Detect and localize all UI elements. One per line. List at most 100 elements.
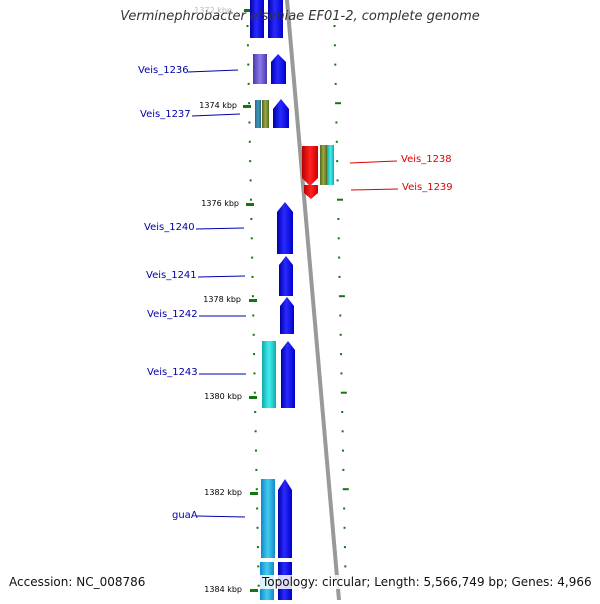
feature-block[interactable] xyxy=(327,145,334,185)
kbp-tick xyxy=(250,589,258,592)
tick-mark xyxy=(246,25,249,27)
tick-mark xyxy=(246,44,249,47)
kbp-label: 1374 kbp xyxy=(199,101,237,110)
tick-mark xyxy=(256,546,259,549)
gene-label[interactable]: Veis_1238 xyxy=(401,154,452,165)
gene-label[interactable]: Veis_1237 xyxy=(140,109,191,120)
cds-arrow[interactable] xyxy=(278,479,292,558)
cds-arrow[interactable] xyxy=(279,256,293,296)
genome-backbone xyxy=(285,0,341,601)
cds-arrow[interactable] xyxy=(268,0,283,38)
cds-arrow[interactable] xyxy=(280,297,294,334)
kbp-tick xyxy=(249,299,257,302)
leader-line xyxy=(197,275,246,278)
tick-mark xyxy=(335,121,338,124)
tick-mark xyxy=(338,295,345,298)
cds-arrow[interactable] xyxy=(271,54,286,84)
tick-mark xyxy=(343,526,346,529)
kbp-label: 1378 kbp xyxy=(203,295,241,304)
kbp-label: 1376 kbp xyxy=(201,199,239,208)
tick-mark xyxy=(249,160,252,163)
tick-mark xyxy=(335,102,342,105)
tick-mark xyxy=(257,565,260,568)
cds-arrow[interactable] xyxy=(281,341,295,408)
cds-arrow[interactable] xyxy=(277,202,293,254)
tick-mark xyxy=(248,140,251,143)
tick-mark xyxy=(249,179,252,182)
cds-arrow-reverse[interactable] xyxy=(304,185,318,199)
tick-mark xyxy=(251,275,254,278)
gene-label[interactable]: Veis_1242 xyxy=(147,309,198,320)
tick-mark xyxy=(249,198,252,201)
leader-line xyxy=(350,188,399,191)
tick-mark xyxy=(333,44,336,47)
tick-mark xyxy=(253,391,256,394)
tick-mark xyxy=(251,295,254,298)
forward-cds-track xyxy=(250,0,295,600)
tick-mark xyxy=(339,333,342,336)
cds-arrow[interactable] xyxy=(250,0,264,38)
tick-mark xyxy=(338,275,341,278)
feature-block[interactable] xyxy=(262,341,276,408)
tick-mark xyxy=(254,449,257,452)
feature-block[interactable] xyxy=(261,479,275,558)
leader-line xyxy=(196,515,246,518)
tick-mark xyxy=(342,488,349,491)
gene-label[interactable]: Veis_1239 xyxy=(402,182,453,193)
tick-mark xyxy=(340,353,343,356)
tick-mark xyxy=(338,256,341,259)
feature-block[interactable] xyxy=(320,145,327,185)
forward-feature-track xyxy=(253,54,276,600)
kbp-label: 1384 kbp xyxy=(204,585,242,594)
accession-text: Accession: NC_008786 xyxy=(9,575,146,589)
tick-mark xyxy=(257,584,260,587)
tick-mark xyxy=(334,63,337,66)
tick-mark xyxy=(335,140,338,143)
tick-mark xyxy=(340,372,343,375)
tick-mark xyxy=(250,237,253,240)
tick-mark xyxy=(247,82,250,85)
kbp-tick xyxy=(246,203,254,206)
tick-mark xyxy=(336,179,339,182)
tick-mark xyxy=(253,353,256,356)
tick-mark xyxy=(334,82,337,85)
tick-mark xyxy=(343,546,346,549)
tick-tracks xyxy=(246,25,351,587)
reverse-feature-track xyxy=(302,145,334,199)
leader-lines xyxy=(187,69,399,518)
feature-block[interactable] xyxy=(262,100,269,128)
cds-arrow-reverse[interactable] xyxy=(302,146,318,186)
map-title: Verminephrobacter eiseniae EF01-2, compl… xyxy=(120,9,480,24)
kbp-label: 1380 kbp xyxy=(204,392,242,401)
tick-mark xyxy=(341,430,344,433)
genome-summary-text: Topology: circular; Length: 5,566,749 bp… xyxy=(260,575,594,589)
gene-label[interactable]: Veis_1243 xyxy=(147,367,198,378)
tick-mark xyxy=(255,468,258,471)
tick-mark xyxy=(341,411,344,413)
kbp-tick xyxy=(243,105,251,108)
tick-mark xyxy=(248,121,251,124)
feature-block[interactable] xyxy=(255,100,261,128)
tick-mark xyxy=(251,256,254,259)
tick-mark xyxy=(250,218,253,220)
tick-mark xyxy=(336,160,339,163)
gene-label[interactable]: guaA xyxy=(172,510,198,521)
gene-label[interactable]: Veis_1236 xyxy=(138,65,189,76)
kbp-ruler xyxy=(243,9,258,592)
tick-mark xyxy=(340,391,347,394)
tick-mark xyxy=(337,218,340,220)
tick-mark xyxy=(248,102,251,105)
tick-mark xyxy=(344,565,347,568)
tick-mark xyxy=(252,333,255,336)
feature-block[interactable] xyxy=(253,54,267,84)
leader-line xyxy=(349,160,398,164)
tick-mark xyxy=(343,507,346,510)
gene-label[interactable]: Veis_1240 xyxy=(144,222,195,233)
cds-arrow[interactable] xyxy=(273,99,289,128)
kbp-tick xyxy=(250,492,258,495)
tick-mark xyxy=(337,237,340,240)
kbp-tick xyxy=(249,396,257,399)
gene-label[interactable]: Veis_1241 xyxy=(146,270,197,281)
